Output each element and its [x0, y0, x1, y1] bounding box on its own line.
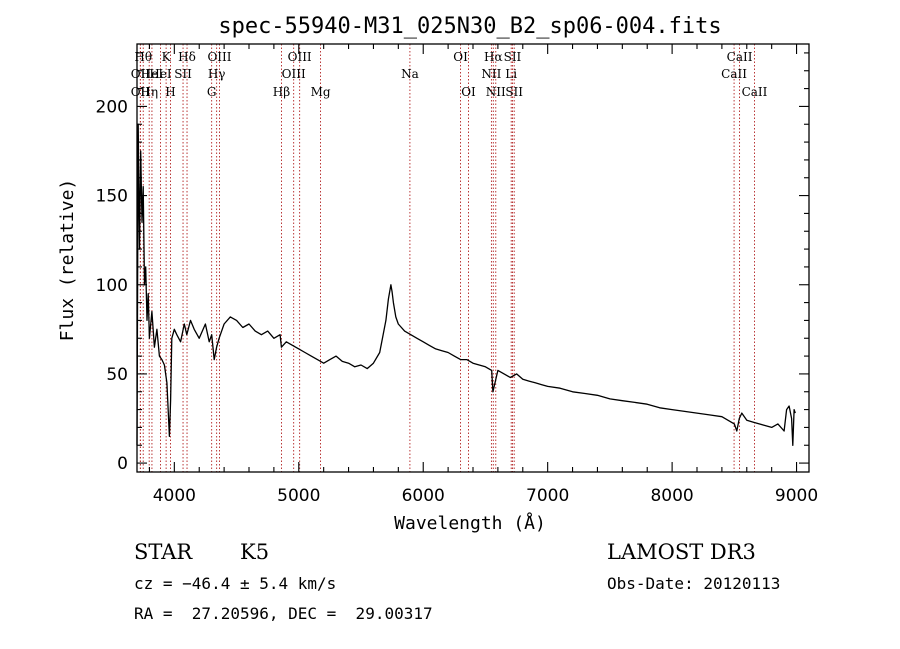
y-axis-label: Flux (relative): [57, 179, 78, 342]
line-label-CaII: CaII: [721, 67, 747, 81]
line-label-OI: OI: [453, 50, 468, 64]
line-label-K: K: [162, 50, 172, 64]
line-label-NII: NII: [486, 85, 506, 99]
y-tick-label: 50: [106, 365, 128, 385]
x-tick-label: 4000: [153, 486, 196, 506]
y-axis-ticks: 0 50 100 150 200: [96, 52, 809, 474]
x-tick-label: 5000: [277, 486, 320, 506]
line-label-Hα: Hα: [484, 50, 503, 64]
spectral-line-markers: [139, 44, 755, 472]
line-label-OII: OII: [131, 67, 151, 81]
line-label-HeI: HeI: [149, 67, 172, 81]
object-class: STAR: [134, 540, 193, 564]
line-label-OIII: OIII: [282, 67, 306, 81]
chart-title: spec-55940-M31_025N30_B2_sp06-004.fits: [218, 14, 721, 39]
y-tick-label: 150: [96, 187, 128, 207]
x-tick-label: 8000: [650, 486, 693, 506]
observation-date: Obs-Date: 20120113: [607, 574, 781, 593]
line-label-NII: NII: [481, 67, 501, 81]
line-label-Hθ: Hθ: [134, 50, 152, 64]
object-subclass: K5: [240, 540, 270, 564]
line-label-Hβ: Hβ: [273, 85, 290, 99]
y-tick-label: 100: [96, 276, 128, 296]
line-label-CaII: CaII: [742, 85, 768, 99]
line-label-SII: SII: [174, 67, 192, 81]
coordinates: RA = 27.20596, DEC = 29.00317: [134, 604, 433, 623]
line-label-Li: Li: [505, 67, 517, 81]
line-label-Hδ: Hδ: [178, 50, 196, 64]
x-tick-label: 6000: [402, 486, 445, 506]
x-tick-label: 7000: [526, 486, 569, 506]
survey-name: LAMOST DR3: [607, 540, 756, 564]
line-label-SII: SII: [505, 85, 523, 99]
line-label-OIII: OIII: [207, 50, 231, 64]
line-label-OII: OII: [131, 85, 151, 99]
line-label-Mg: Mg: [311, 85, 331, 99]
line-label-SII: SII: [504, 50, 522, 64]
y-tick-label: 200: [96, 97, 128, 117]
line-label-G: G: [207, 85, 217, 99]
line-label-Hγ: Hγ: [208, 67, 226, 81]
spectrum-line: [136, 123, 796, 446]
line-label-H: H: [165, 85, 175, 99]
line-label-OI: OI: [461, 85, 476, 99]
line-label-Hη: Hη: [140, 85, 158, 99]
plot-frame: [136, 43, 810, 473]
x-axis-ticks: 4000 5000 6000 7000 8000 9000: [148, 44, 818, 506]
x-axis-label: Wavelength (Å): [394, 512, 546, 534]
line-label-HeI: HeI: [141, 67, 164, 81]
line-label-OIII: OIII: [288, 50, 312, 64]
redshift-velocity: cz = −46.4 ± 5.4 km/s: [134, 574, 337, 593]
x-tick-label: 9000: [775, 486, 818, 506]
line-label-CaII: CaII: [727, 50, 753, 64]
y-tick-label: 0: [117, 454, 128, 474]
line-label-Na: Na: [401, 67, 419, 81]
